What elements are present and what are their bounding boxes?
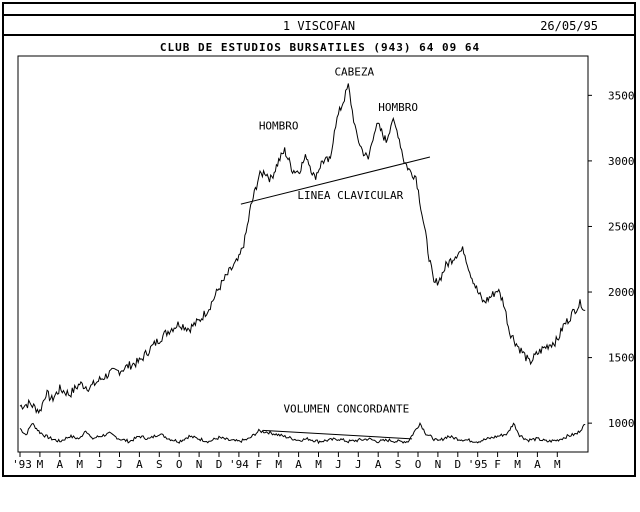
x-tick-label: N — [196, 458, 203, 471]
x-tick-label: O — [176, 458, 183, 471]
x-tick-label: J — [116, 458, 123, 471]
x-tick-label: M — [554, 458, 561, 471]
x-tick-label: J — [335, 458, 342, 471]
x-tick-label: F — [494, 458, 501, 471]
volume-series-line — [19, 421, 586, 445]
y-tick-label: 2500 — [608, 220, 635, 233]
window-frame — [2, 2, 636, 477]
x-tick-label: A — [295, 458, 302, 471]
x-tick-label: O — [415, 458, 422, 471]
x-tick-label: M — [315, 458, 322, 471]
y-tick-label: 3000 — [608, 155, 635, 168]
chart-header-title: CLUB DE ESTUDIOS BURSATILES (943) 64 09 … — [159, 41, 481, 54]
x-tick-label: J — [355, 458, 362, 471]
x-tick-label: A — [375, 458, 382, 471]
annotation-volumen-concordante: VOLUMEN CONCORDANTE — [283, 403, 409, 416]
price-series-line — [19, 83, 586, 415]
x-tick-label: M — [514, 458, 521, 471]
x-tick-label: M — [37, 458, 44, 471]
x-tick-label: A — [56, 458, 63, 471]
x-tick-label: S — [156, 458, 163, 471]
x-tick-label: M — [76, 458, 83, 471]
y-tick-label: 1000 — [608, 417, 635, 430]
window-date: 26/05/95 — [540, 19, 598, 33]
annotation-hombro-left: HOMBRO — [259, 119, 299, 132]
x-tick-label: M — [275, 458, 282, 471]
x-tick-label: N — [435, 458, 442, 471]
x-tick-label: S — [395, 458, 402, 471]
x-tick-label: A — [534, 458, 541, 471]
neckline — [240, 156, 431, 205]
x-tick-label: '93 — [12, 458, 32, 471]
annotation-hombro-right: HOMBRO — [378, 101, 418, 114]
y-tick-label: 3500 — [608, 89, 635, 102]
window-title: 1 VISCOFAN — [282, 19, 356, 33]
x-tick-label: D — [454, 458, 461, 471]
y-tick-label: 2000 — [608, 286, 635, 299]
y-tick-label: 1500 — [608, 352, 635, 365]
x-tick-label: A — [136, 458, 143, 471]
x-tick-label: F — [255, 458, 262, 471]
x-tick-label: '94 — [229, 458, 249, 471]
volume-trendline — [262, 429, 413, 440]
plot-area — [17, 55, 589, 453]
annotation-linea-clavicular: LINEA CLAVICULAR — [297, 189, 403, 202]
x-tick-label: J — [96, 458, 103, 471]
x-tick-label: '95 — [468, 458, 488, 471]
title-bar: 1 VISCOFAN 26/05/95 — [4, 14, 634, 36]
x-tick-label: D — [216, 458, 223, 471]
annotation-cabeza: CABEZA — [334, 66, 374, 79]
